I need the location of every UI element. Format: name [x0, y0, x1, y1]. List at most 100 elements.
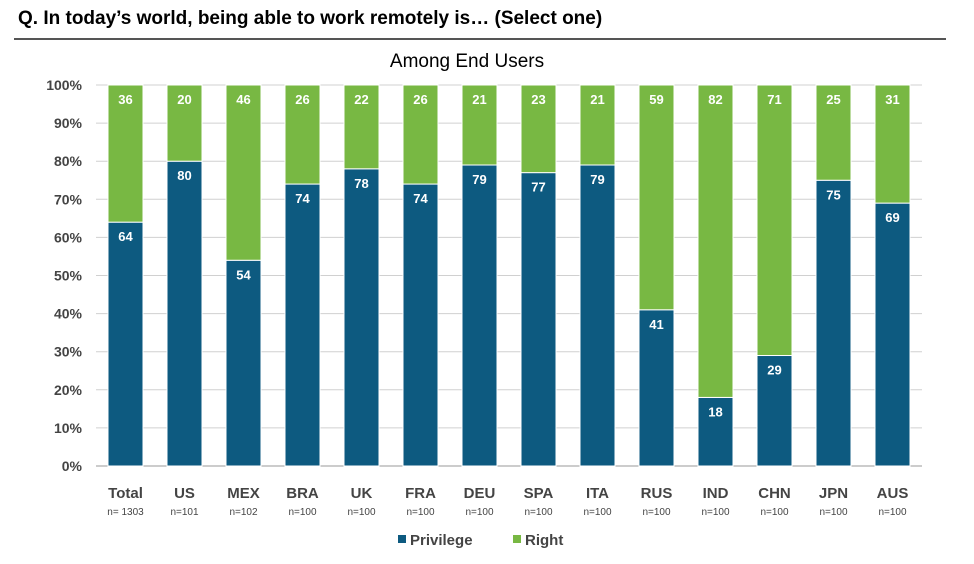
data-label: 64 — [118, 229, 133, 244]
bar-privilege-deu — [461, 164, 498, 467]
y-tick-label: 100% — [46, 77, 82, 93]
bar-right-mex — [225, 84, 262, 261]
bar-privilege-total — [107, 221, 144, 467]
sample-size-label: n=100 — [347, 507, 376, 518]
x-tick-label: RUS — [641, 485, 673, 502]
bar-right-ind — [697, 84, 734, 398]
data-label: 69 — [885, 210, 899, 225]
legend-label-right: Right — [525, 532, 563, 549]
data-label: 25 — [826, 92, 840, 107]
bar-right-us — [166, 84, 203, 162]
data-label: 29 — [767, 363, 781, 378]
y-tick-label: 40% — [54, 306, 83, 322]
bar-privilege-fra — [402, 183, 439, 467]
data-label: 23 — [531, 92, 545, 107]
data-label: 59 — [649, 92, 663, 107]
x-tick-label: DEU — [464, 485, 496, 502]
y-tick-label: 0% — [62, 458, 83, 474]
bar-right-deu — [461, 84, 498, 166]
data-label: 20 — [177, 92, 191, 107]
bar-right-aus — [874, 84, 911, 204]
bar-privilege-ind — [697, 396, 734, 467]
legend-label-privilege: Privilege — [410, 532, 473, 549]
y-tick-label: 70% — [54, 191, 83, 207]
chart-title: Among End Users — [390, 51, 544, 72]
bar-right-jpn — [815, 84, 852, 181]
y-tick-label: 50% — [54, 268, 83, 284]
question-title: Q. In today’s world, being able to work … — [18, 8, 603, 29]
bar-privilege-us — [166, 160, 203, 467]
sample-size-label: n=100 — [642, 507, 671, 518]
data-label: 18 — [708, 404, 722, 419]
bar-right-rus — [638, 84, 675, 311]
sample-size-label: n=100 — [524, 507, 553, 518]
sample-size-label: n=100 — [406, 507, 435, 518]
x-tick-label: AUS — [877, 485, 909, 502]
x-tick-label: MEX — [227, 485, 260, 502]
bar-privilege-aus — [874, 202, 911, 467]
data-label: 21 — [472, 92, 486, 107]
sample-size-label: n=102 — [229, 507, 258, 518]
data-label: 77 — [531, 180, 545, 195]
data-label: 79 — [590, 172, 604, 187]
data-label: 31 — [885, 92, 899, 107]
data-label: 80 — [177, 168, 191, 183]
bar-privilege-bra — [284, 183, 321, 467]
data-label: 22 — [354, 92, 368, 107]
x-tick-label: ITA — [586, 485, 609, 502]
bar-privilege-mex — [225, 259, 262, 467]
x-tick-label: SPA — [524, 485, 554, 502]
sample-size-label: n=100 — [878, 507, 907, 518]
data-label: 26 — [413, 92, 427, 107]
y-tick-label: 20% — [54, 382, 83, 398]
bar-right-chn — [756, 84, 793, 357]
bar-right-spa — [520, 84, 557, 174]
bar-right-bra — [284, 84, 321, 185]
bar-privilege-spa — [520, 172, 557, 467]
x-tick-label: FRA — [405, 485, 436, 502]
x-tick-label: CHN — [758, 485, 791, 502]
sample-size-label: n=100 — [760, 507, 789, 518]
data-label: 78 — [354, 176, 368, 191]
bar-privilege-rus — [638, 309, 675, 467]
data-label: 74 — [295, 191, 310, 206]
y-tick-label: 90% — [54, 115, 83, 131]
title-divider — [14, 38, 946, 40]
y-tick-label: 60% — [54, 229, 83, 245]
data-label: 75 — [826, 187, 840, 202]
legend-swatch-right — [513, 535, 521, 543]
y-tick-label: 30% — [54, 344, 83, 360]
sample-size-label: n=101 — [170, 507, 199, 518]
x-tick-label: UK — [351, 485, 373, 502]
x-tick-label: US — [174, 485, 195, 502]
x-tick-label: BRA — [286, 485, 319, 502]
data-label: 36 — [118, 92, 132, 107]
data-label: 71 — [767, 92, 781, 107]
data-label: 79 — [472, 172, 486, 187]
sample-size-label: n=100 — [583, 507, 612, 518]
bar-privilege-ita — [579, 164, 616, 467]
sample-size-label: n=100 — [819, 507, 848, 518]
bar-right-total — [107, 84, 144, 223]
sample-size-label: n= 1303 — [107, 507, 144, 518]
sample-size-label: n=100 — [288, 507, 317, 518]
y-tick-label: 80% — [54, 153, 83, 169]
data-label: 26 — [295, 92, 309, 107]
sample-size-label: n=100 — [701, 507, 730, 518]
data-label: 21 — [590, 92, 604, 107]
data-label: 54 — [236, 267, 251, 282]
bar-right-uk — [343, 84, 380, 170]
x-tick-label: IND — [703, 485, 729, 502]
data-label: 46 — [236, 92, 250, 107]
sample-size-label: n=100 — [465, 507, 494, 518]
bar-right-ita — [579, 84, 616, 166]
x-tick-label: JPN — [819, 485, 848, 502]
x-tick-label: Total — [108, 485, 143, 502]
legend-swatch-privilege — [398, 535, 406, 543]
data-label: 41 — [649, 317, 663, 332]
bar-right-fra — [402, 84, 439, 185]
bar-privilege-uk — [343, 168, 380, 467]
y-tick-label: 10% — [54, 420, 83, 436]
data-label: 74 — [413, 191, 428, 206]
